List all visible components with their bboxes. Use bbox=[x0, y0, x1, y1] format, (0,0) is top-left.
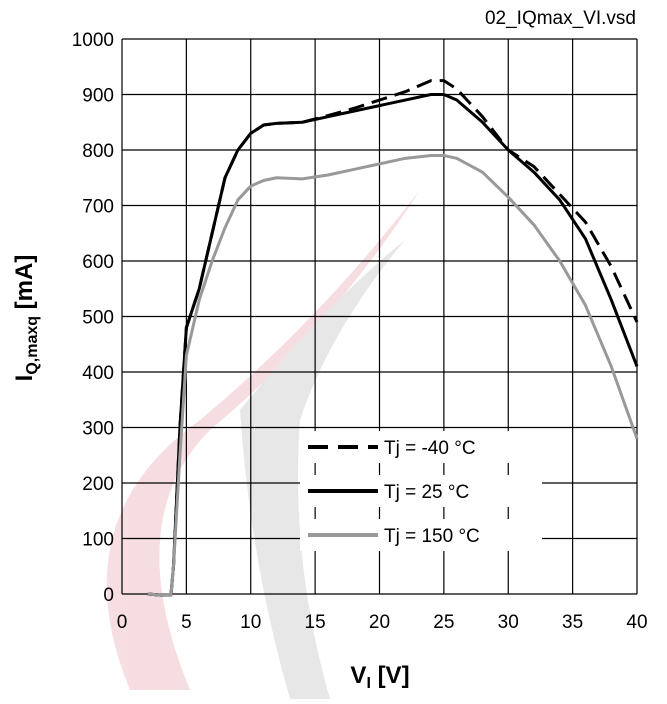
y-tick-label: 500 bbox=[82, 308, 114, 329]
y-label-main: I bbox=[11, 375, 38, 382]
x-tick-label: 40 bbox=[626, 612, 647, 633]
y-tick-label: 100 bbox=[82, 530, 114, 551]
legend-label: Tj = 25 °C bbox=[384, 482, 469, 503]
y-tick-label: 800 bbox=[82, 141, 114, 162]
x-label-unit: [V] bbox=[378, 662, 410, 689]
y-tick-label: 1000 bbox=[72, 30, 114, 51]
x-tick-label: 25 bbox=[433, 612, 454, 633]
y-tick-label: 300 bbox=[82, 419, 114, 440]
y-tick-label: 600 bbox=[82, 252, 114, 273]
y-tick-label: 400 bbox=[82, 363, 114, 384]
series-line bbox=[147, 93, 639, 597]
x-label-main: V bbox=[350, 662, 366, 689]
file-label: 02_IQmax_VI.vsd bbox=[485, 8, 636, 29]
legend-label: Tj = -40 °C bbox=[384, 438, 476, 459]
x-label-sub: I bbox=[366, 675, 370, 692]
y-label-unit: [mA] bbox=[11, 255, 38, 310]
x-tick-label: 10 bbox=[240, 612, 261, 633]
y-tick-label: 0 bbox=[103, 585, 114, 606]
legend-label: Tj = 150 °C bbox=[384, 526, 480, 547]
x-tick-label: 30 bbox=[498, 612, 519, 633]
x-tick-label: 35 bbox=[562, 612, 583, 633]
y-axis-label: IQ,maxq [mA] bbox=[11, 255, 41, 382]
x-tick-label: 20 bbox=[369, 612, 390, 633]
x-tick-label: 5 bbox=[181, 612, 192, 633]
y-label-sub: Q,maxq bbox=[24, 316, 41, 375]
x-tick-label: 0 bbox=[117, 612, 128, 633]
x-tick-label: 15 bbox=[305, 612, 326, 633]
y-tick-label: 900 bbox=[82, 86, 114, 107]
watermark bbox=[106, 190, 421, 699]
y-tick-label: 700 bbox=[82, 197, 114, 218]
y-tick-label: 200 bbox=[82, 474, 114, 495]
series-line bbox=[147, 79, 639, 597]
x-axis-label: VI [V] bbox=[350, 662, 409, 692]
series-line bbox=[147, 154, 639, 597]
